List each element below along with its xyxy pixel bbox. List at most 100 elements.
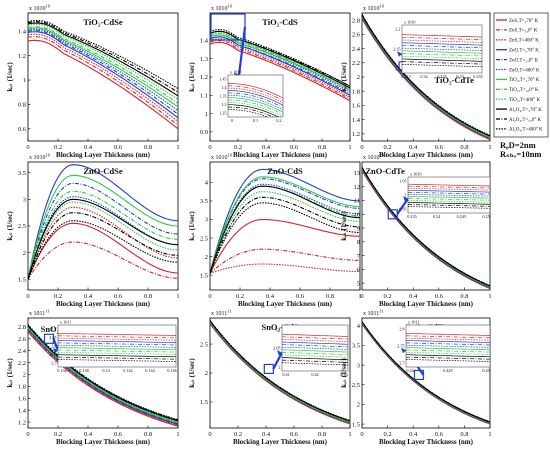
legend-label: ZnO,T=₃₃0° K [509,58,539,63]
legend-label: TiO₂,T=400° K [509,98,540,103]
legend-label: Al₂O₃,T=400° K [509,128,543,133]
x-tick-label: 0 [360,293,363,300]
inset-series-line [58,354,176,358]
inset-y-tick-label: 1.45 [219,77,226,82]
y-tick-label: 2.4 [352,46,361,53]
inset-x-tick-label: 0.315 [401,74,410,79]
y-tick-label: 2 [357,74,360,81]
inset-y-tick-label: 2.15 [393,47,400,52]
inset-x-tick-label: 0.43 [340,372,347,377]
y-exponent-power: 10 [380,4,385,9]
x-axis-label-unit: (nm) [318,300,333,308]
y-exponent-label: x 101010 [29,4,51,13]
inset-series-line [282,333,348,337]
series-line [28,190,178,280]
x-axis-label: Blocking Layer Thickness (nm) [379,438,474,446]
inset-series-line [408,183,490,187]
inset-y-tick-label: 1.4 [221,85,227,90]
y-tick-label: 2.6 [352,32,361,39]
legend-item: ZnO,T=₃₃0° K [496,58,539,63]
x-tick-label: 0.4 [409,431,418,438]
x-tick-label: 0.2 [54,293,62,300]
inset-series-group [228,83,283,117]
series-line [210,32,350,89]
inset-series-line [408,187,490,191]
inset-series-line [408,194,490,197]
inset-frame [401,24,483,74]
series-line [362,14,490,136]
series-group [210,319,350,425]
y-axis-label-unit: (1/sec) [340,211,348,231]
inset-y-tick-label: 1.25 [219,111,226,116]
y-tick-label: 1.4 [18,407,27,414]
x-tick-label: 0.8 [460,431,468,438]
inset-x-tick-label: 0.44 [406,368,414,373]
inset-x-tick-label: 0.33 [456,74,463,79]
x-axis-label-text: Blocking Layer Thickness [238,300,316,308]
x-axis-label: Blocking Layer Thickness (nm) [56,438,151,446]
inset-series-line [282,346,348,350]
y-tick-label: 8 [357,239,360,246]
legend-label: TiO₂,T=₃₃0° K [509,88,539,93]
inset-series-line [402,42,482,46]
y-tick-label: 3 [357,362,360,369]
y-tick-label: 2 [205,254,208,261]
panel-2: 0 0.2 0.4 0.6 0.8 11.21.41.61.822.22.42.62.8x… [340,4,492,160]
inset-series-line [228,87,283,104]
legend-item: ZnS,T=₃₃0° K [496,29,538,34]
inset-series-line [58,335,176,339]
series-group [210,168,360,274]
y-exponent-power: 11 [227,309,231,314]
x-tick-label: 0.2 [384,293,392,300]
x-axis-label: Blocking Layer Thickness (nm) [238,300,333,308]
legend-label: ZnO,T=400° K [509,68,540,73]
y-tick-label: 2 [23,250,26,257]
x-tick-label: 1 [176,293,179,300]
x-tick-label: 0.4 [84,431,93,438]
y-exponent-label: x 101010 [363,153,385,162]
y-axis-label-unit: (1/sec) [6,211,14,231]
y-axis-label: kₑₜ(1/sec) [6,62,14,92]
legend-item: ZnS,T=₂70° K [496,19,538,24]
y-tick-label: 0.9 [200,129,208,136]
panel-4: 0 0.2 0.4 0.6 0.8 11.522.533.54x 101010Blocki… [188,153,362,309]
series-line [28,19,178,90]
y-tick-label: 2 [23,372,26,379]
y-exponent-power: 10 [228,153,233,158]
series-line [362,167,490,287]
y-exponent-power: 10 [228,4,233,9]
inset-x-tick-label: 0.235 [407,214,416,219]
inset-plot: 0.315 0.32 0.325 0.33 0.335 2.2 2.15 2.1 x 1010 [393,20,483,80]
x-tick-label: 0.2 [234,144,242,151]
inset-series-line [406,337,490,341]
inset-series-line [406,333,490,336]
plot-frame [27,12,179,142]
inset-series-line [406,354,490,358]
x-tick-label: 0.2 [234,431,242,438]
y-tick-label: 4 [205,180,209,187]
series-line [28,330,178,427]
panel-3: 0 0.2 0.4 0.6 0.8 1 1.5 2 2.5 3 3.5 x 101010 Blockin… [6,153,180,309]
inset-series-line [402,53,482,57]
series-group [362,167,490,290]
series-line [28,324,178,421]
inset-x-tick-label: 0.142 [123,368,132,373]
zoom-arrow [396,197,409,215]
inset-series-line [408,189,490,193]
x-axis-label-text: Blocking Layer Thickness [56,151,134,159]
x-axis-label: Blocking Layer Thickness (nm) [56,151,151,159]
series-line [210,29,350,87]
inset-y-tick-label: 2.75 [397,344,404,349]
inset-series-line [406,351,490,355]
x-tick-label: 0 [26,144,29,151]
x-axis-label-text: Blocking Layer Thickness [56,438,134,446]
y-tick-label: 2 [357,402,360,409]
inset-series-line [58,344,176,348]
inset-x-tick-label: 0.335 [473,74,482,79]
inset-series-line [58,342,176,346]
inset-x-tick-label: 0.2 [276,118,281,123]
inset-series-line [408,206,490,209]
y-exponent-power: 10 [46,153,51,158]
inset-y-tick-label: 2.55 [49,352,56,357]
series-line [210,319,350,421]
